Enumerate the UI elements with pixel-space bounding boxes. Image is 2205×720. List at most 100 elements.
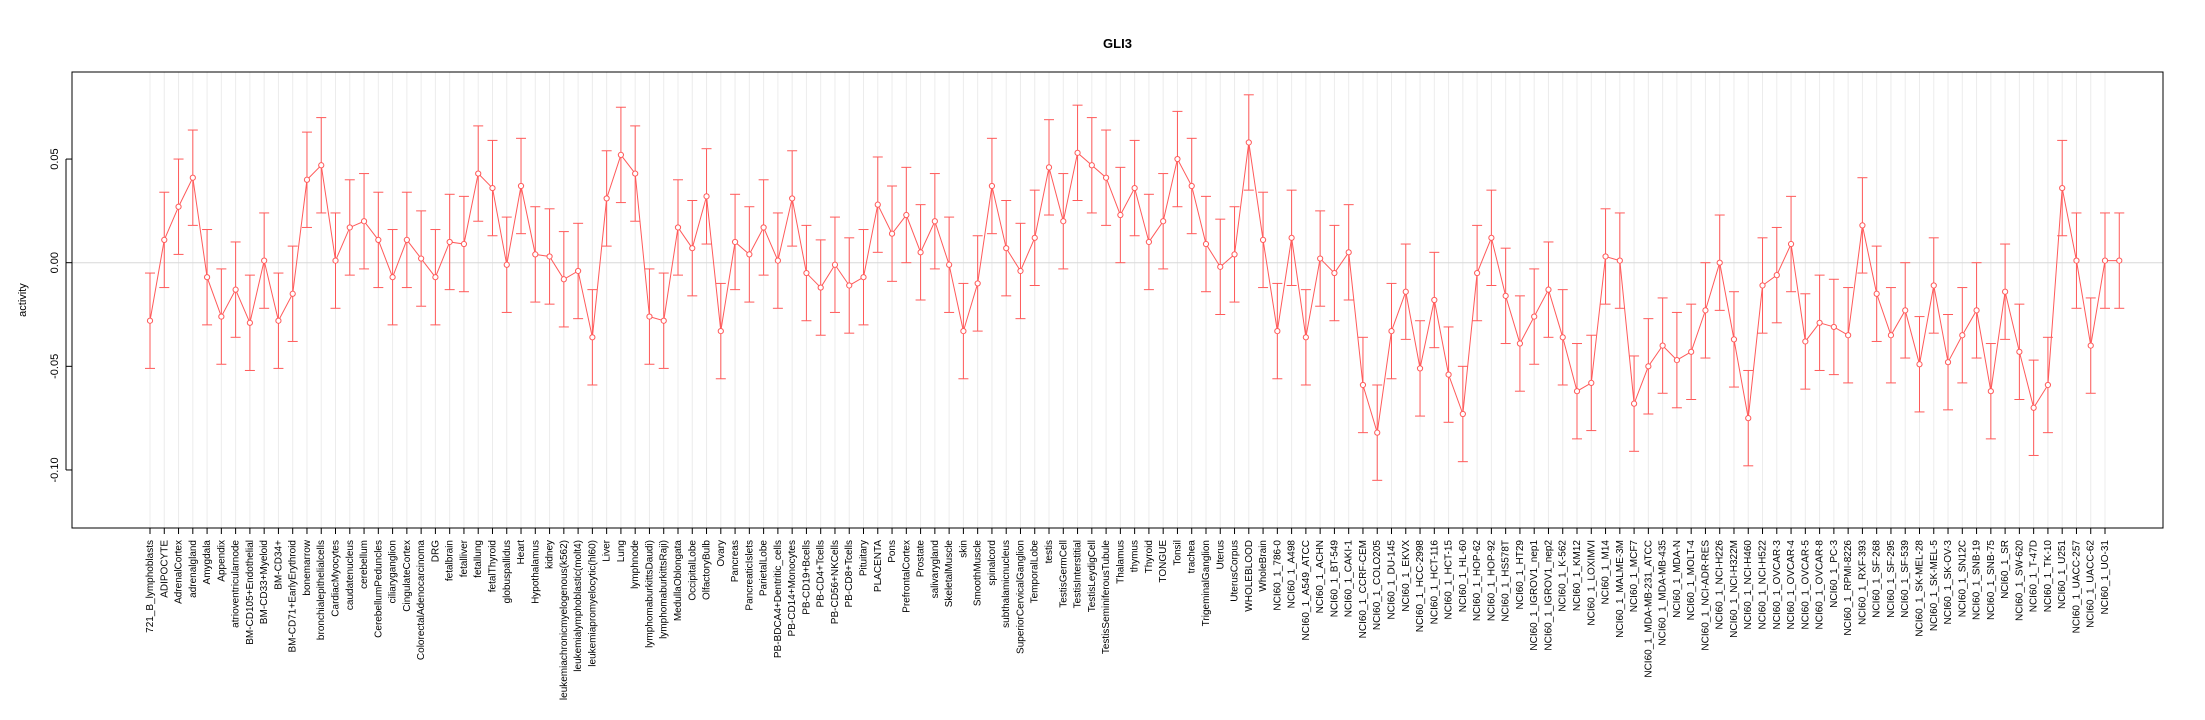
data-point <box>303 176 311 183</box>
data-point <box>1573 388 1581 395</box>
y-tick-label: -0.10 <box>49 457 61 482</box>
x-tick-label: NCI60_1_OVCAR-4 <box>1786 540 1797 630</box>
x-tick-label: Tonsil <box>1172 540 1183 566</box>
data-point <box>503 261 510 268</box>
data-point <box>2044 381 2052 389</box>
data-point <box>1873 290 1880 297</box>
x-tick-label: NCI60_1_HCT-116 <box>1429 540 1440 625</box>
x-tick-label: Ovary <box>716 540 727 567</box>
x-tick-label: NCI60_1_HOP-62 <box>1472 540 1483 622</box>
x-tick-label: NCI60_1_MCF7 <box>1629 540 1640 613</box>
y-axis: -0.10 -0.05 0.00 0.05 <box>49 148 72 483</box>
data-point <box>1702 307 1709 314</box>
x-tick-label: SuperiorCervicalGanglion <box>1015 540 1026 654</box>
data-point <box>917 249 924 256</box>
data-point <box>2016 348 2023 355</box>
x-tick-label: NCI60_1_NCI-H322M <box>1729 540 1740 638</box>
x-tick-label: NCI60_1_IGROV1_nep1 <box>1529 540 1540 651</box>
data-point <box>546 253 553 260</box>
x-tick-label: leukemialymphoblastic(molt4) <box>573 540 584 672</box>
data-point <box>418 255 425 262</box>
x-tick-label: Liver <box>602 539 613 561</box>
data-point <box>575 267 582 275</box>
x-tick-label: NCI60_1_SR <box>2000 540 2011 599</box>
data-point <box>1516 340 1524 347</box>
x-tick-label: NCI60_1_HS578T <box>1501 540 1512 622</box>
x-tick-label: NCI60_1_SF-539 <box>1900 540 1911 618</box>
data-point <box>1231 251 1238 258</box>
x-tick-label: fetalliver <box>459 539 470 577</box>
data-point <box>1830 323 1837 331</box>
data-point <box>246 319 253 326</box>
data-point <box>189 174 196 181</box>
data-point <box>1859 222 1866 229</box>
data-point <box>489 184 496 192</box>
data-point <box>717 327 724 335</box>
x-tick-label: NCI60_1_MALME-3M <box>1615 540 1626 638</box>
x-tick-label: kidney <box>545 540 556 569</box>
x-tick-label: SmoothMuscle <box>973 540 984 607</box>
data-point <box>789 195 796 202</box>
x-tick-label: Hypothalamus <box>530 540 541 604</box>
data-point <box>1987 388 1994 395</box>
x-tick-label: NCI60_1_NCI-H226 <box>1715 540 1726 630</box>
data-point <box>1616 257 1623 264</box>
data-point <box>261 257 268 264</box>
data-point <box>1459 410 1466 418</box>
x-tick-label: TestisInterstitial <box>1073 540 1084 608</box>
x-tick-label: caudatenucleus <box>345 540 356 610</box>
data-point <box>446 238 453 246</box>
x-tick-label: DRG <box>430 540 441 562</box>
data-point <box>2030 404 2037 411</box>
x-tick-label: fetalbrain <box>445 540 456 581</box>
data-point <box>689 245 696 252</box>
data-point <box>1259 236 1267 243</box>
x-tick-label: NCI60_1_SK-MEL-5 <box>1929 540 1940 632</box>
data-point <box>1117 211 1124 219</box>
x-tick-label: NCI60_1_IGROV1_nep2 <box>1543 540 1554 651</box>
data-point <box>289 290 296 297</box>
x-tick-label: fetallung <box>473 540 484 578</box>
data-point <box>1217 263 1224 270</box>
data-points <box>146 139 2123 436</box>
x-tick-label: NCI60_1_SF-268 <box>1872 540 1883 618</box>
x-axis: 721_B_lymphoblasts ADIPOCYTE AdrenalCortex… <box>145 528 2111 700</box>
data-point <box>403 236 410 243</box>
x-tick-label: BM-CD71+EarlyErythroid <box>288 540 299 653</box>
x-tick-label: thymus <box>1130 540 1141 572</box>
x-tick-label: TemporalLobe <box>1030 540 1041 604</box>
data-point <box>1188 182 1195 190</box>
x-tick-label: NCI60_1_SK-OV-3 <box>1943 540 1954 625</box>
data-point <box>1944 359 1952 366</box>
data-point <box>603 195 610 202</box>
data-point <box>1716 259 1723 266</box>
data-point <box>2116 257 2123 264</box>
data-point <box>846 282 853 289</box>
data-point <box>532 251 539 258</box>
x-tick-label: NCI60_1_TK-10 <box>2043 540 2054 613</box>
plot-frame <box>71 71 2164 529</box>
data-point <box>1787 240 1795 248</box>
y-tick-label: 0.05 <box>49 148 61 169</box>
x-tick-label: SkeletalMuscle <box>944 540 955 608</box>
x-tick-label: PB-CD56+NKCells <box>830 540 841 624</box>
x-tick-label: Amygdala <box>202 540 213 585</box>
data-point <box>1274 327 1281 335</box>
data-point <box>1659 342 1666 349</box>
data-point <box>2087 342 2094 349</box>
data-point <box>1630 400 1638 407</box>
x-tick-label: NCI60_1_NCI-H460 <box>1743 540 1754 630</box>
x-tick-label: TestisLeydigCell <box>1087 540 1098 612</box>
data-point <box>703 193 710 200</box>
data-point <box>1202 240 1210 248</box>
x-tick-label: ColorectalAdenocarcinoma <box>416 540 427 661</box>
x-tick-label: PB-BDCA4+Dentritic_cells <box>773 540 784 658</box>
x-tick-label: NCI60_1_DU-145 <box>1386 540 1397 620</box>
x-tick-label: NCI60_1_OVCAR-3 <box>1772 540 1783 630</box>
vertical-gridlines <box>149 72 2106 528</box>
data-point <box>831 261 839 268</box>
x-tick-label: NCI60_1_HT29 <box>1515 540 1526 610</box>
x-tick-label: CerebellumPeduncles <box>373 540 384 638</box>
data-point <box>360 218 368 225</box>
data-point <box>1160 218 1167 225</box>
